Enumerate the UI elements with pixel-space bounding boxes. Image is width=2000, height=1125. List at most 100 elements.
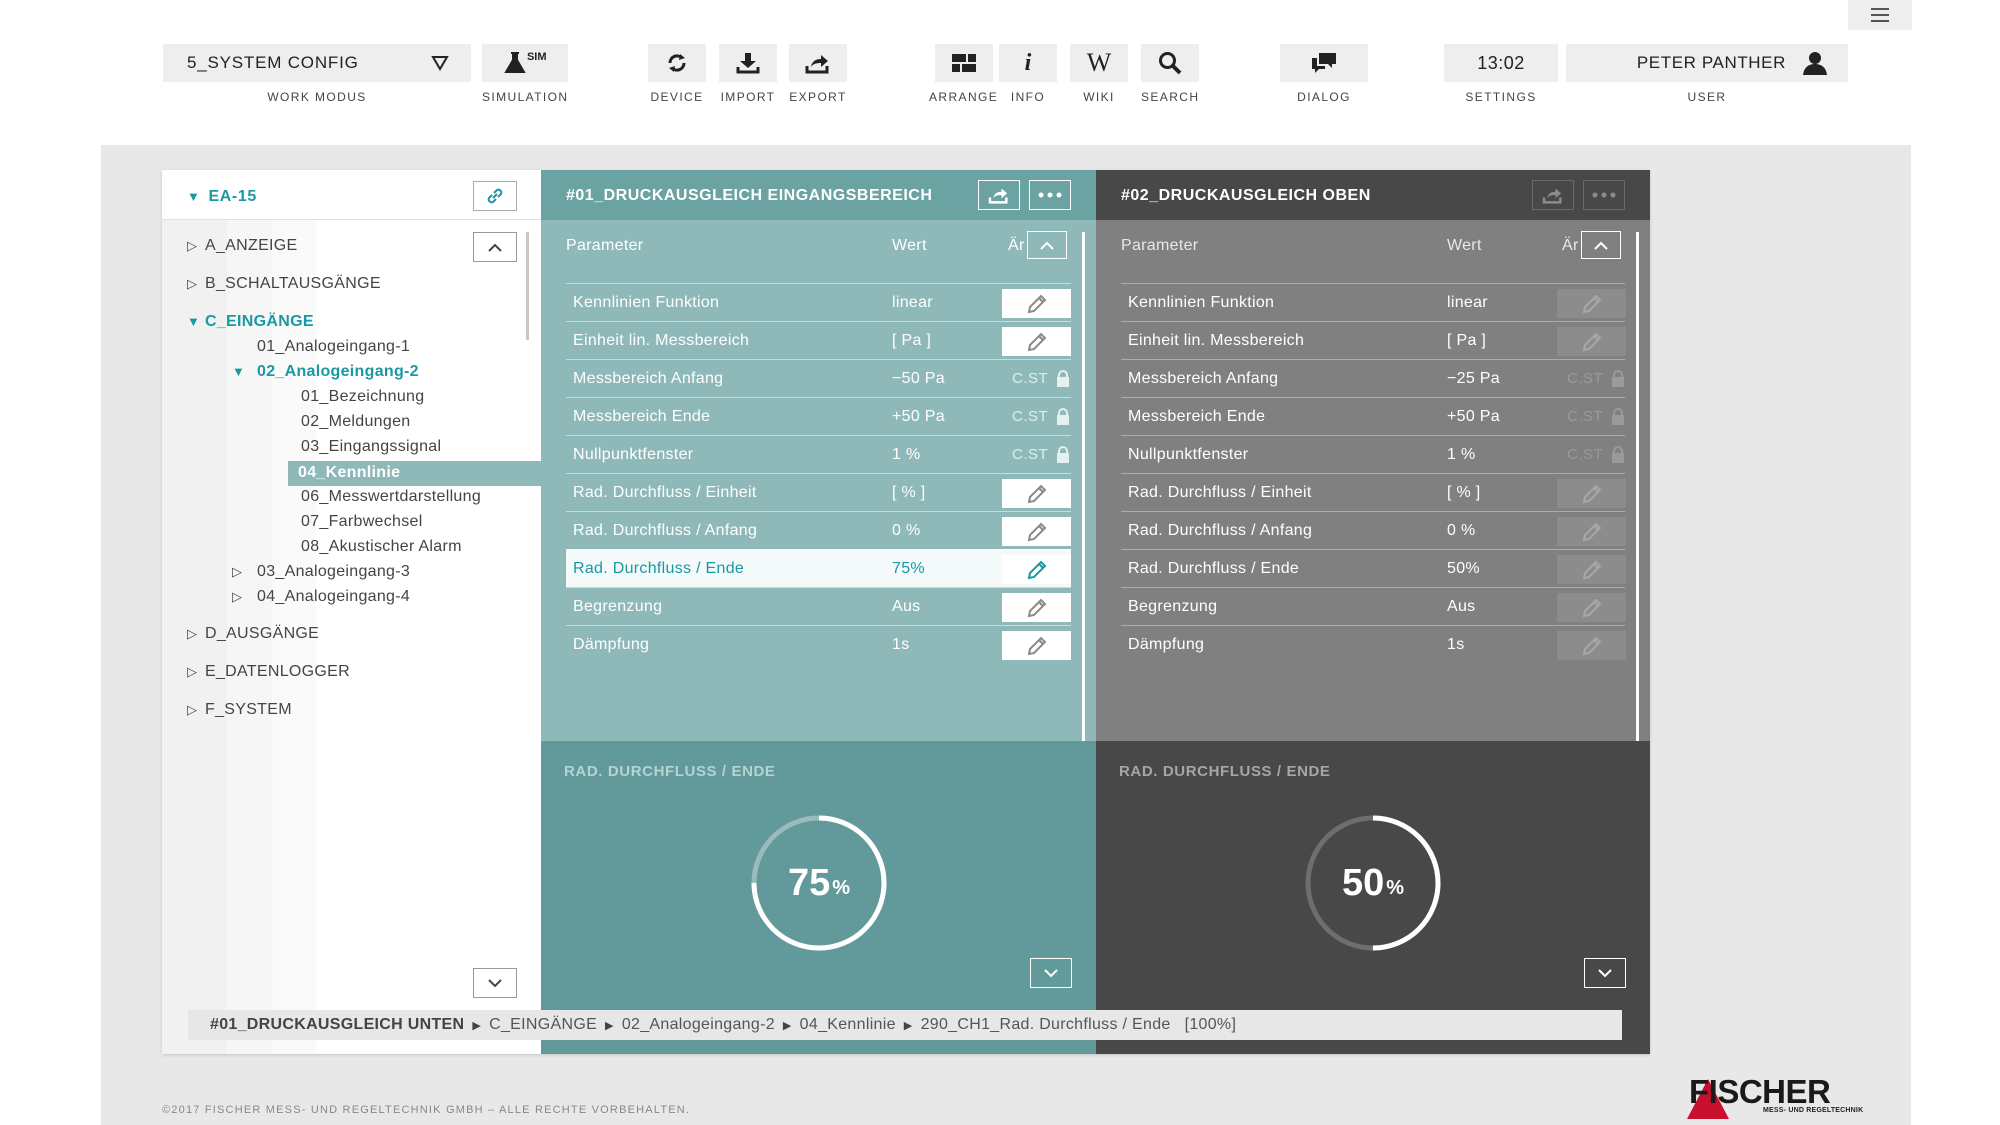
column-2-value-header: Wert bbox=[1447, 237, 1482, 254]
column-1-more-button[interactable] bbox=[1029, 180, 1071, 210]
link-button[interactable] bbox=[473, 181, 517, 211]
column-2-scroll-down-button[interactable] bbox=[1584, 958, 1626, 988]
tree-item-d-ausgaenge[interactable]: ▷ D_AUSGÄNGE bbox=[187, 625, 319, 643]
tree-root[interactable]: ▼ EA-15 bbox=[187, 188, 257, 206]
column-2-export-button[interactable] bbox=[1532, 180, 1574, 210]
tree-scroll-down-button[interactable] bbox=[473, 968, 517, 998]
pencil-icon bbox=[1027, 636, 1046, 655]
table-row[interactable]: Einheit lin. Messbereich [ Pa ] bbox=[566, 321, 1071, 359]
tree-item-label: 07_Farbwechsel bbox=[301, 513, 423, 530]
tree-item-analogeingang-4[interactable]: ▷ 04_Analogeingang-4 bbox=[232, 588, 410, 606]
parameter-name: Kennlinien Funktion bbox=[573, 294, 720, 311]
tree-item-label: 04_Analogeingang-4 bbox=[257, 588, 411, 605]
import-button[interactable] bbox=[719, 44, 777, 82]
table-row[interactable]: Kennlinien Funktion linear bbox=[566, 283, 1071, 321]
breadcrumb-item[interactable]: 04_Kennlinie bbox=[799, 1016, 896, 1033]
tree-item-f-system[interactable]: ▷ F_SYSTEM bbox=[187, 701, 292, 719]
column-2-more-button[interactable] bbox=[1583, 180, 1625, 210]
parameter-name: Nullpunktfenster bbox=[573, 446, 694, 463]
tree-item-e-datenlogger[interactable]: ▷ E_DATENLOGGER bbox=[187, 663, 350, 681]
settings-caption: SETTINGS bbox=[1465, 90, 1537, 104]
column-2-scroll-up-button[interactable] bbox=[1581, 231, 1621, 259]
locked-indicator: C.ST bbox=[1012, 408, 1070, 425]
table-row[interactable]: Kennlinien Funktion linear bbox=[1121, 283, 1626, 321]
table-row[interactable]: Einheit lin. Messbereich [ Pa ] bbox=[1121, 321, 1626, 359]
table-row[interactable]: Messbereich Ende +50 Pa C.ST bbox=[1121, 397, 1625, 435]
tree-item-akustischer-alarm[interactable]: 08_Akustischer Alarm bbox=[301, 538, 462, 556]
column-2-scrollbar[interactable] bbox=[1636, 232, 1639, 842]
column-1-scroll-up-button[interactable] bbox=[1027, 231, 1067, 259]
breadcrumb-item[interactable]: C_EINGÄNGE bbox=[489, 1016, 598, 1033]
table-row[interactable]: Rad. Durchfluss / Einheit [ % ] bbox=[566, 473, 1071, 511]
table-row[interactable]: Messbereich Anfang −25 Pa C.ST bbox=[1121, 359, 1625, 397]
edit-button[interactable] bbox=[1002, 593, 1071, 622]
user-button[interactable]: PETER PANTHER bbox=[1566, 44, 1848, 82]
edit-button[interactable] bbox=[1002, 555, 1071, 584]
parameter-name: Begrenzung bbox=[1128, 598, 1218, 615]
tree-item-messwertdarstellung[interactable]: 06_Messwertdarstellung bbox=[301, 488, 481, 506]
table-row[interactable]: Nullpunktfenster 1 % C.ST bbox=[1121, 435, 1625, 473]
edit-button[interactable] bbox=[1002, 517, 1071, 546]
table-row[interactable]: Rad. Durchfluss / Anfang 0 % bbox=[1121, 511, 1626, 549]
tree-item-farbwechsel[interactable]: 07_Farbwechsel bbox=[301, 513, 423, 531]
edit-button[interactable] bbox=[1002, 631, 1071, 660]
tree-item-bezeichnung[interactable]: 01_Bezeichnung bbox=[301, 388, 424, 406]
edit-button[interactable] bbox=[1002, 327, 1071, 356]
table-row[interactable]: Begrenzung Aus bbox=[566, 587, 1071, 625]
device-button[interactable] bbox=[648, 44, 706, 82]
edit-button[interactable] bbox=[1002, 289, 1071, 318]
breadcrumb-item[interactable]: 290_CH1_Rad. Durchfluss / Ende bbox=[920, 1016, 1171, 1033]
table-row[interactable]: Messbereich Anfang −50 Pa C.ST bbox=[566, 359, 1071, 397]
menu-button[interactable] bbox=[1848, 0, 1912, 30]
pencil-icon bbox=[1582, 332, 1601, 351]
tree-item-eingangssignal[interactable]: 03_Eingangssignal bbox=[301, 438, 441, 456]
settings-button[interactable]: 13:02 bbox=[1444, 44, 1558, 82]
breadcrumb-item[interactable]: 02_Analogeingang-2 bbox=[621, 1016, 775, 1033]
column-1-export-button[interactable] bbox=[978, 180, 1020, 210]
user-name: PETER PANTHER bbox=[1636, 53, 1786, 72]
cst-label: C.ST bbox=[1567, 408, 1604, 425]
parameter-value: 0 % bbox=[892, 522, 921, 539]
tree-item-c-eingaenge[interactable]: ▼ C_EINGÄNGE bbox=[187, 313, 314, 331]
table-row[interactable]: Rad. Durchfluss / Einheit [ % ] bbox=[1121, 473, 1626, 511]
info-button[interactable]: i bbox=[999, 44, 1057, 82]
parameter-value: [ Pa ] bbox=[1447, 332, 1487, 349]
parameter-name: Nullpunktfenster bbox=[1128, 446, 1249, 463]
tree-scrollbar[interactable] bbox=[526, 232, 529, 340]
table-row[interactable]: Messbereich Ende +50 Pa C.ST bbox=[566, 397, 1071, 435]
wiki-button[interactable]: W bbox=[1070, 44, 1128, 82]
refresh-icon bbox=[668, 54, 686, 72]
tree-level-stripe bbox=[227, 220, 272, 1054]
tree-item-kennlinie-selected[interactable]: 04_Kennlinie bbox=[288, 461, 541, 486]
search-button[interactable] bbox=[1141, 44, 1200, 82]
table-row[interactable]: Dämpfung 1s bbox=[566, 625, 1071, 663]
column-1-scroll-down-button[interactable] bbox=[1030, 958, 1072, 988]
tree-item-b-schaltausgaenge[interactable]: ▷ B_SCHALTAUSGÄNGE bbox=[187, 275, 381, 293]
column-1-scrollbar[interactable] bbox=[1082, 232, 1085, 842]
cst-label: C.ST bbox=[1567, 446, 1604, 463]
table-row[interactable]: Begrenzung Aus bbox=[1121, 587, 1626, 625]
parameter-name: Kennlinien Funktion bbox=[1128, 294, 1275, 311]
arrange-button[interactable] bbox=[934, 44, 993, 82]
table-row[interactable]: Rad. Durchfluss / Ende 50% bbox=[1121, 549, 1626, 587]
simulation-button[interactable]: SIM bbox=[482, 44, 569, 82]
dialog-button[interactable] bbox=[1280, 44, 1368, 82]
tree-item-analogeingang-1[interactable]: 01_Analogeingang-1 bbox=[257, 338, 410, 356]
table-row[interactable]: Nullpunktfenster 1 % C.ST bbox=[566, 435, 1071, 473]
column-1-gauge-title: RAD. DURCHFLUSS / ENDE bbox=[564, 763, 776, 780]
tree-item-meldungen[interactable]: 02_Meldungen bbox=[301, 413, 410, 431]
table-row[interactable]: Rad. Durchfluss / Ende 75% bbox=[566, 549, 1071, 587]
tree-item-analogeingang-2[interactable]: ▼ 02_Analogeingang-2 bbox=[232, 363, 419, 381]
export-button[interactable] bbox=[789, 44, 847, 82]
table-row[interactable]: Dämpfung 1s bbox=[1121, 625, 1626, 663]
table-row[interactable]: Rad. Durchfluss / Anfang 0 % bbox=[566, 511, 1071, 549]
work-mode-select[interactable]: 5_SYSTEM CONFIG bbox=[163, 44, 471, 82]
tree-item-analogeingang-3[interactable]: ▷ 03_Analogeingang-3 bbox=[232, 563, 410, 581]
parameter-value: 1 % bbox=[892, 446, 921, 463]
tree-item-a-anzeige[interactable]: ▷ A_ANZEIGE bbox=[187, 237, 298, 255]
edit-button[interactable] bbox=[1002, 479, 1071, 508]
tree-scroll-up-button[interactable] bbox=[473, 232, 517, 262]
pencil-icon bbox=[1027, 522, 1046, 541]
parameter-value: Aus bbox=[1447, 598, 1476, 615]
breadcrumb-item[interactable]: #01_DRUCKAUSGLEICH UNTEN bbox=[210, 1016, 465, 1033]
